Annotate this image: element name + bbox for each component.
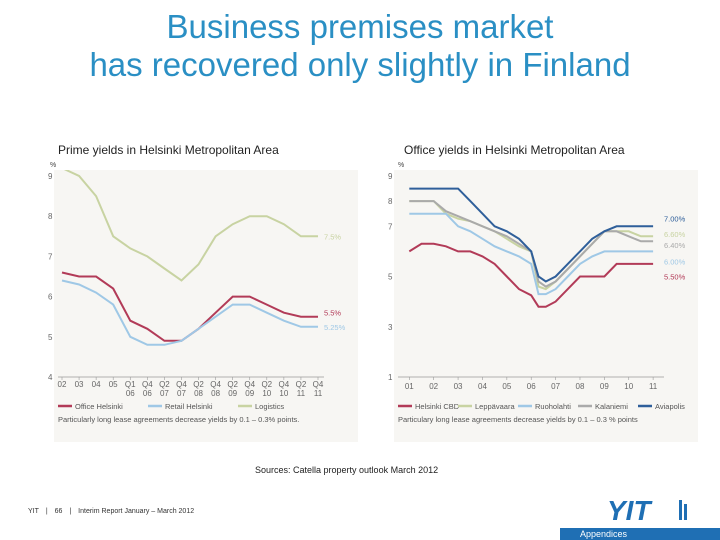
slide-title: Business premises market has recovered o… <box>0 8 720 84</box>
x-tick-label: 07 <box>551 382 560 391</box>
chart-note: Particularly long lease agreements decre… <box>58 415 299 424</box>
series-line <box>63 170 318 282</box>
logo-mark <box>679 500 682 520</box>
footer: YIT | 66 | Interim Report January – Marc… <box>28 508 199 515</box>
x-tick-label: 07 <box>160 389 169 398</box>
slide-title-line-1: Business premises market <box>166 8 554 45</box>
x-tick-label: 11 <box>649 382 658 391</box>
x-tick-label: Q2 <box>261 380 272 389</box>
y-tick-label: 9 <box>388 172 393 181</box>
footer-brand: YIT <box>28 508 39 515</box>
end-value-label: 6.40% <box>664 241 686 250</box>
x-tick-label: 08 <box>211 389 220 398</box>
x-tick-label: 10 <box>262 389 271 398</box>
chart-2-unit: % <box>398 162 405 169</box>
legend-label: Ruoholahti <box>535 402 571 411</box>
page-number: 66 <box>54 508 63 515</box>
legend-label: Leppävaara <box>475 402 515 411</box>
x-tick-label: 10 <box>279 389 288 398</box>
logo-mark <box>684 504 687 520</box>
legend-label: Aviapolis <box>655 402 685 411</box>
x-tick-label: Q2 <box>227 380 238 389</box>
y-tick-label: 5 <box>388 273 393 282</box>
x-tick-label: 08 <box>576 382 585 391</box>
x-tick-label: 02 <box>58 380 67 389</box>
x-tick-label: 06 <box>126 389 135 398</box>
y-tick-label: 6 <box>48 293 53 302</box>
x-tick-label: 01 <box>405 382 414 391</box>
x-tick-label: Q4 <box>279 380 290 389</box>
appendix-bar <box>560 528 720 540</box>
y-tick-label: 5 <box>48 333 53 342</box>
end-value-label: 5.25% <box>324 323 346 332</box>
y-tick-label: 8 <box>388 197 393 206</box>
legend-label: Helsinki CBD <box>415 402 460 411</box>
x-tick-label: Q4 <box>142 380 153 389</box>
end-value-label: 6.00% <box>664 257 686 266</box>
x-tick-label: 02 <box>429 382 438 391</box>
x-tick-label: Q4 <box>210 380 221 389</box>
series-line <box>409 212 654 296</box>
yit-logo: YIT <box>607 495 687 525</box>
x-tick-label: Q1 <box>125 380 136 389</box>
footer-separator: | <box>69 508 72 515</box>
footer-separator: | <box>45 508 48 515</box>
slide-title-line-2: has recovered only slightly in Finland <box>89 46 631 83</box>
chart-note: Particulary long lease agreements decrea… <box>398 415 638 424</box>
x-tick-label: 10 <box>624 382 633 391</box>
legend-label: Office Helsinki <box>75 402 123 411</box>
y-tick-label: 1 <box>388 373 393 382</box>
y-tick-label: 8 <box>48 212 53 221</box>
series-line <box>409 187 654 283</box>
x-tick-label: 05 <box>502 382 511 391</box>
chart-1-title: Prime yields in Helsinki Metropolitan Ar… <box>58 143 279 157</box>
x-tick-label: 04 <box>478 382 487 391</box>
x-tick-label: 03 <box>454 382 463 391</box>
x-tick-label: 09 <box>245 389 254 398</box>
y-tick-label: 7 <box>48 252 53 261</box>
legend-label: Kalaniemi <box>595 402 628 411</box>
x-tick-label: 11 <box>314 389 323 398</box>
end-value-label: 7.5% <box>324 232 341 241</box>
x-tick-label: 03 <box>75 380 84 389</box>
y-tick-label: 7 <box>388 222 393 231</box>
end-value-label: 5.50% <box>664 273 686 282</box>
x-tick-label: Q2 <box>193 380 204 389</box>
series-line <box>61 279 318 346</box>
x-tick-label: Q4 <box>244 380 255 389</box>
x-tick-label: 08 <box>194 389 203 398</box>
end-value-label: 5.5% <box>324 309 341 318</box>
x-tick-label: 04 <box>92 380 101 389</box>
x-tick-label: Q4 <box>176 380 187 389</box>
series-line <box>408 242 654 308</box>
x-tick-label: Q2 <box>159 380 170 389</box>
x-tick-label: 06 <box>143 389 152 398</box>
logo-text: YIT <box>607 495 653 525</box>
legend-label: Logistics <box>255 402 284 411</box>
end-value-label: 6.60% <box>664 230 686 239</box>
y-tick-label: 9 <box>48 172 53 181</box>
x-tick-label: 09 <box>228 389 237 398</box>
appendix-label: Appendices <box>580 529 628 539</box>
x-tick-label: Q2 <box>296 380 307 389</box>
chart-2-title: Office yields in Helsinki Metropolitan A… <box>404 143 625 157</box>
x-tick-label: 09 <box>600 382 609 391</box>
x-tick-label: 07 <box>177 389 186 398</box>
x-tick-label: 05 <box>109 380 118 389</box>
chart-1-unit: % <box>50 162 57 169</box>
x-tick-label: 11 <box>297 389 306 398</box>
y-tick-label: 3 <box>388 323 393 332</box>
y-tick-label: 4 <box>48 373 53 382</box>
office-yields-chart: 1 3 5 7 8 9 01 02 03 04 05 06 07 08 09 10 11 7.00% 6.60% 6.… <box>388 170 698 442</box>
end-value-label: 7.00% <box>664 215 686 224</box>
x-tick-label: 06 <box>527 382 536 391</box>
report-title: Interim Report January – March 2012 <box>78 508 195 515</box>
x-tick-label: Q4 <box>313 380 324 389</box>
sources-note: Sources: Catella property outlook March … <box>255 465 439 475</box>
legend-label: Retail Helsinki <box>165 402 213 411</box>
